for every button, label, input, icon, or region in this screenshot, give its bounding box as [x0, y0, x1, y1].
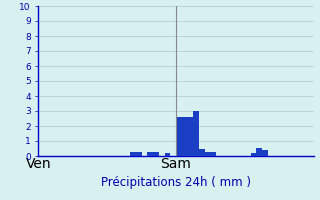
Bar [188, 117, 193, 156]
Bar [176, 117, 182, 156]
Bar [199, 148, 205, 156]
Bar [130, 152, 136, 156]
Bar [164, 153, 170, 156]
Bar [153, 152, 159, 156]
Bar [262, 150, 268, 156]
Bar [147, 152, 153, 156]
Bar [251, 153, 256, 156]
X-axis label: Précipitations 24h ( mm ): Précipitations 24h ( mm ) [101, 176, 251, 189]
Bar [182, 117, 188, 156]
Bar [256, 148, 262, 156]
Bar [205, 152, 211, 156]
Bar [211, 152, 216, 156]
Bar [136, 152, 142, 156]
Bar [193, 111, 199, 156]
